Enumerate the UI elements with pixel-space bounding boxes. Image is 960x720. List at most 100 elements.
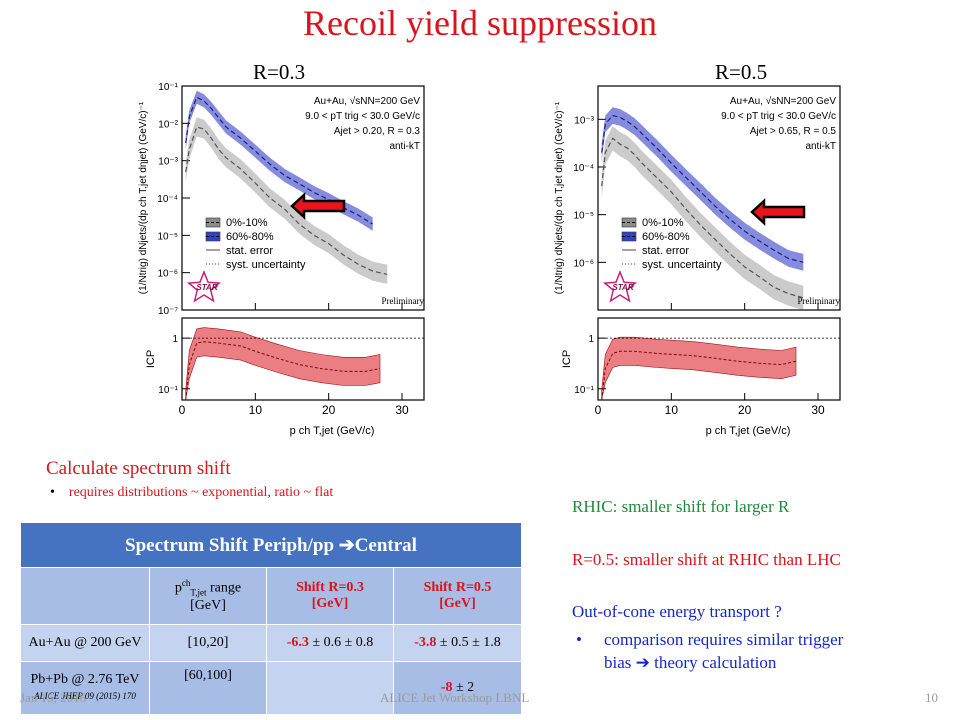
table-cell-range: [10,20] [149,624,267,662]
legend-header-line: 9.0 < pT trig < 30.0 GeV/c [721,111,836,122]
legend-header-line: Ajet > 0.65, R = 0.5 [750,126,837,137]
star-shape [186,269,222,303]
bullet-dot: • [50,485,55,500]
arrow-shape [290,192,346,220]
y-tick-label: 10⁻³ [574,115,594,126]
legend-label: 60%-80% [642,231,690,243]
series-band [601,126,804,310]
table-header-r05: Shift R=0.5 [GeV] [393,567,522,625]
legend-header-line: 9.0 < pT trig < 30.0 GeV/c [305,111,420,122]
arrow-right-icon: ➔ [635,653,650,672]
legend-label: 0%-10% [226,217,268,229]
y-tick-label: 10⁻⁵ [573,211,594,222]
legend-label: 0%-10% [642,217,684,229]
footer-date: Jan 15, 2016 [20,690,87,705]
x-tick-label: 20 [322,403,336,417]
y-axis-label-icp: ICP [145,350,157,368]
legend-header-line: Ajet > 0.20, R = 0.3 [334,126,421,137]
x-tick-label: 0 [595,403,602,417]
legend-label: stat. error [226,245,273,257]
calc-bullet: • requires distributions ~ exponential, r… [50,485,333,501]
x-tick-label: 30 [395,403,409,417]
table-row: Pb+Pb @ 2.76 TeV ALICE JHEP 09 (2015) 170… [20,661,522,715]
series-line [601,137,804,299]
x-tick-label: 10 [249,403,263,417]
y-tick-label: 10⁻⁷ [158,306,178,317]
series-line [185,96,374,225]
table-cell-r03 [266,661,394,715]
bullet-dot: • [576,630,582,649]
y-axis-label-icp: ICP [561,350,573,368]
table-title: Spectrum Shift Periph/pp ➔Central [20,522,522,568]
table-header-r03: Shift R=0.3 [GeV] [266,567,394,625]
y-tick-label: 10⁻⁶ [573,258,594,269]
table-cell-r05: -8 ± 2 [393,661,522,715]
legend-label: syst. uncertainty [226,259,306,271]
shift-arrow-icon [750,198,806,226]
legend-label: 60%-80% [226,231,274,243]
page-number: 10 [925,690,938,705]
star-text: STAR [196,283,217,292]
table-cell-range: [60,100] [149,661,267,715]
slide-title: Recoil yield suppression [303,3,657,43]
x-axis-label: p ch T,jet (GeV/c) [290,425,375,437]
series-band [601,107,804,271]
series-band [185,117,388,284]
legend-label: stat. error [642,245,689,257]
spectra-plot-r05: 10⁻³ 10⁻⁴ 10⁻⁵ 10⁻⁶ (1/Ntrig) dNjets/(dp ch … [554,85,841,311]
icp-line [601,350,797,401]
x-tick-label: 0 [179,403,186,417]
star-logo: STAR [602,269,638,303]
rhic-note-4: • comparison requires similar trigger bias… [576,630,844,672]
series-line [185,126,388,275]
icp-plot-r05: 1 10⁻¹0 10 20 30 p ch T,jet (GeV/c) ICP [561,317,841,437]
spectra-plot-r03: 10⁻¹ 10⁻² 10⁻³ 10⁻⁴ 10⁻⁵ 10⁻⁶ 10⁻⁷ (1/Ntrig) dN… [138,82,425,317]
y-tick-label: 10⁻² [158,119,178,130]
x-axis-label: p ch T,jet (GeV/c) [706,425,791,437]
star-shape [602,269,638,303]
panel-label-r05: R=0.5 [715,60,768,84]
y-tick-label: 1 [588,334,594,345]
legend-header-line: anti-kT [805,141,836,152]
table-cell-r03: -6.3 ± 0.6 ± 0.8 [266,624,394,662]
footer-event: ALICE Jet Workshop LBNL [380,690,530,705]
y-tick-label: 1 [172,334,178,345]
legend-header-line: Au+Au, √sNN=200 GeV [730,95,836,107]
legend-header-line: anti-kT [389,141,420,152]
star-logo: STAR [186,269,222,303]
shift-arrow-icon [290,192,346,220]
x-tick-label: 10 [665,403,679,417]
y-tick-label: 10⁻⁶ [157,269,178,280]
table-row: Au+Au @ 200 GeV [10,20] -6.3 ± 0.6 ± 0.8… [20,624,522,662]
rhic-note-3: Out-of-cone energy transport ? [572,602,782,621]
star-text: STAR [612,283,633,292]
legend-header-line: Au+Au, √sNN=200 GeV [314,95,420,107]
calc-heading: Calculate spectrum shift [46,458,231,479]
y-tick-label: 10⁻¹ [158,385,178,396]
panel-label-r03: R=0.3 [253,60,306,84]
arrow-shape [750,198,806,226]
table-cell-r05: -3.8 ± 0.5 ± 1.8 [393,624,522,662]
y-tick-label: 10⁻⁵ [157,231,178,242]
y-axis-label: (1/Ntrig) dNjets/(dp ch T,jet dηjet) (Ge… [138,101,149,294]
y-axis-label: (1/Ntrig) dNjets/(dp ch T,jet dηjet) (Ge… [554,101,565,294]
legend-label: syst. uncertainty [642,259,722,271]
chart-panel-r03: 10⁻¹ 10⁻² 10⁻³ 10⁻⁴ 10⁻⁵ 10⁻⁶ 10⁻⁷ (1/Ntrig) dN… [138,82,425,437]
rhic-note-1: RHIC: smaller shift for larger R [572,497,790,516]
preliminary-label: Preliminary [798,296,841,306]
rhic-note-2: R=0.5: smaller shift at RHIC than LHC [572,550,841,569]
table-cell-system: Au+Au @ 200 GeV [20,624,150,662]
calc-bullet-text: requires distributions ~ exponential, ra… [68,485,334,500]
table-header-empty [20,567,150,625]
table-cell-system: Pb+Pb @ 2.76 TeV ALICE JHEP 09 (2015) 170 [20,661,150,715]
icp-band [185,327,381,401]
table-header-range: pchT,jet range [GeV] [149,567,267,625]
y-tick-label: 10⁻³ [158,157,178,168]
y-tick-label: 10⁻¹ [574,385,594,396]
y-tick-label: 10⁻⁴ [573,163,594,174]
x-tick-label: 30 [811,403,825,417]
y-tick-label: 10⁻⁴ [157,194,178,205]
y-tick-label: 10⁻¹ [158,82,178,93]
icp-plot-r03: 1 10⁻¹0 10 20 30 p ch T,jet (GeV/c) ICP [145,317,425,437]
chart-panel-r05: 10⁻³ 10⁻⁴ 10⁻⁵ 10⁻⁶ (1/Ntrig) dNjets/(dp ch … [554,85,841,437]
